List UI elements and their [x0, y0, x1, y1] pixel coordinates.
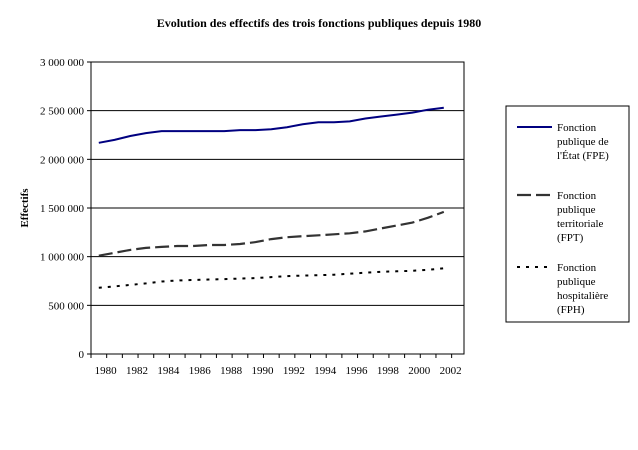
- x-tick-label: 1982: [126, 365, 148, 377]
- y-tick-label: 3 000 000: [40, 57, 85, 69]
- x-tick-label: 1988: [220, 365, 243, 377]
- legend-label-line: Fonction: [557, 122, 597, 134]
- x-tick-label: 2000: [408, 365, 431, 377]
- y-tick-label: 0: [79, 349, 85, 361]
- series-line-1: [98, 106, 444, 144]
- legend-label-line: publique: [557, 204, 596, 216]
- y-tick-label: 1 000 000: [40, 252, 85, 264]
- y-tick-label: 1 500 000: [40, 203, 85, 215]
- chart-title: Evolution des effectifs des trois foncti…: [156, 16, 482, 30]
- y-tick-label: 2 500 000: [40, 106, 85, 118]
- legend-label-line: Fonction: [557, 262, 597, 274]
- x-tick-label: 1986: [189, 365, 212, 377]
- series-layer: [98, 106, 445, 289]
- legend-label-line: territoriale: [557, 218, 604, 230]
- x-tick-label: 1992: [283, 365, 305, 377]
- legend-label-line: (FPT): [557, 232, 584, 244]
- y-axis: 0 500 000 1 000 000 1 500 000 2 000 000 2 500…: [40, 57, 91, 361]
- legend-label-line: l'État (FPE): [557, 150, 609, 162]
- x-axis: 1980 1982 1984 1986 1988 1990 1992 1994 1996 1998…: [90, 354, 462, 377]
- legend-label-line: hospitalière: [557, 290, 608, 302]
- x-tick-label: 1994: [314, 365, 337, 377]
- x-tick-label: 2002: [440, 365, 462, 377]
- x-tick-label: 1984: [157, 365, 180, 377]
- legend-box: [505, 105, 630, 323]
- x-tick-label: 1998: [377, 365, 400, 377]
- series-line-2: [98, 210, 445, 257]
- y-tick-label: 2 000 000: [40, 154, 85, 166]
- grid-layer: [91, 110, 464, 306]
- legend-label-line: publique de: [557, 136, 609, 148]
- y-axis-label: Effectifs: [19, 188, 31, 228]
- series-line-3: [98, 267, 444, 289]
- x-tick-label: 1980: [95, 365, 118, 377]
- legend-label-line: Fonction: [557, 190, 597, 202]
- legend-label-line: (FPH): [557, 304, 585, 316]
- x-tick-label: 1996: [346, 365, 369, 377]
- legend: Fonction publique de l'État (FPE) Fonction p…: [517, 122, 609, 316]
- legend-label-line: publique: [557, 276, 596, 288]
- y-tick-label: 500 000: [48, 300, 84, 312]
- x-tick-label: 1990: [251, 365, 274, 377]
